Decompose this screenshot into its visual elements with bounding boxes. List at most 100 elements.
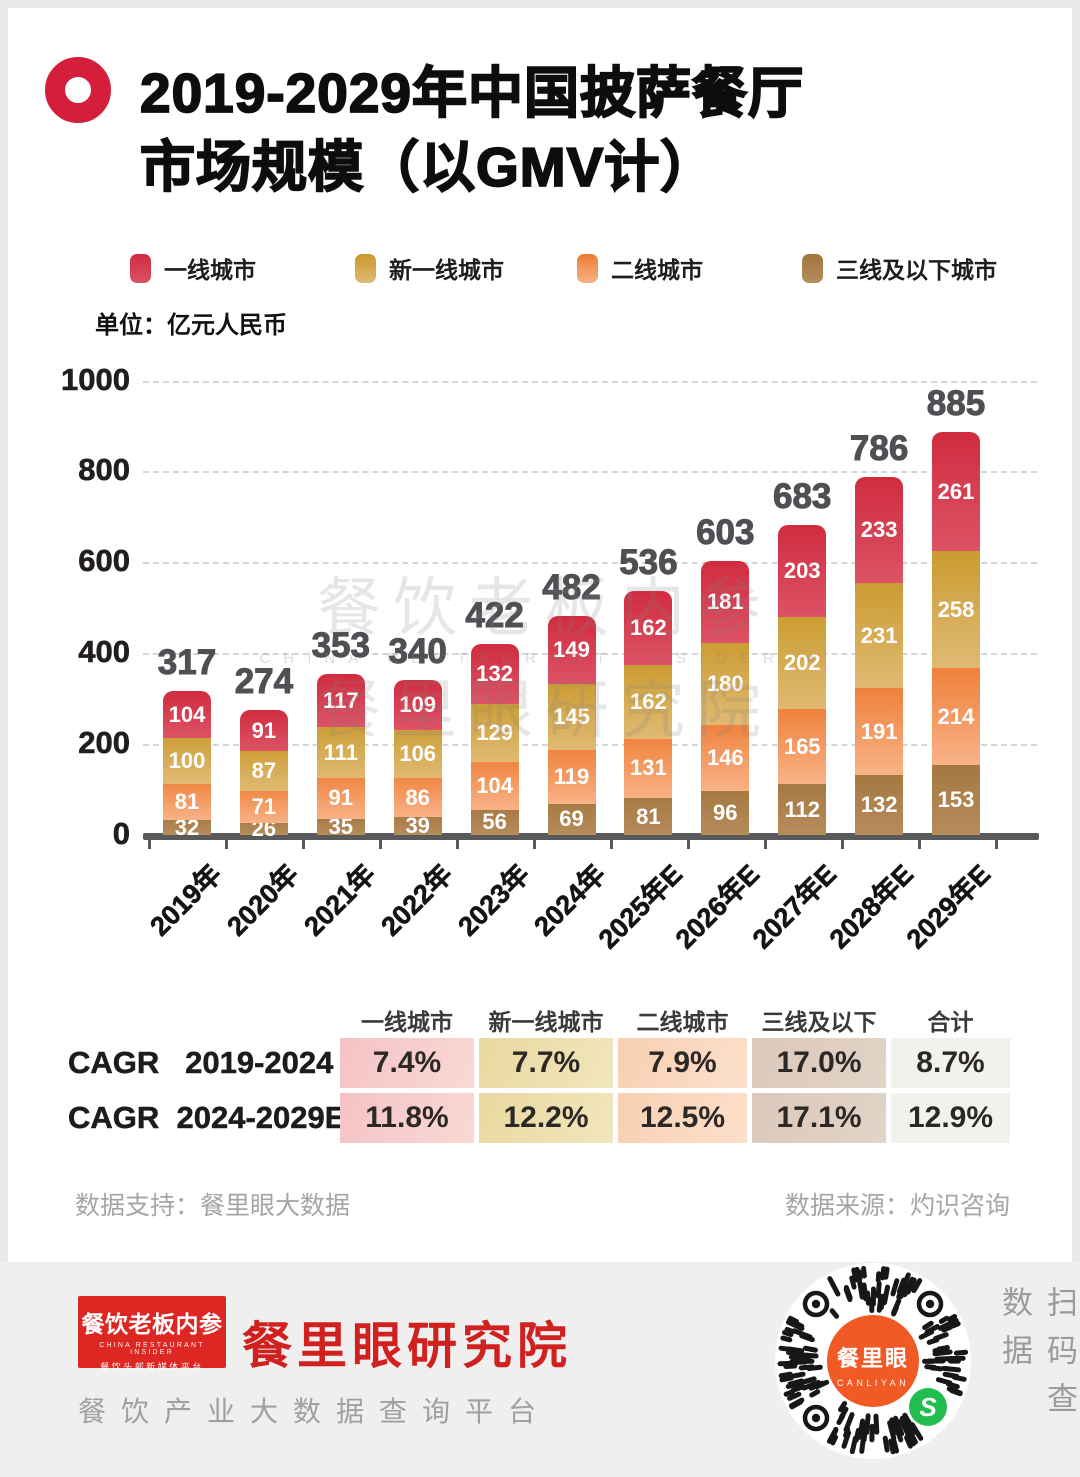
segment-value-box: 132: [471, 644, 519, 704]
x-axis-tick: [533, 840, 536, 849]
cagr-cell: 17.1%: [752, 1093, 886, 1143]
segment-value-box: 91: [317, 778, 365, 819]
bar-segment-二线城市: 214: [932, 658, 980, 766]
segment-value-box: 129: [471, 704, 519, 763]
y-axis-tick-label: 200: [78, 725, 130, 761]
x-axis-tick: [764, 840, 767, 849]
title-line-1: 2019-2029年中国披萨餐厅: [139, 61, 805, 125]
unit-label: 单位：亿元人民币: [95, 312, 287, 339]
mini-program-icon: S: [919, 1392, 937, 1422]
segment-value-box: 104: [163, 691, 211, 738]
bar-segment-一线城市: 203: [778, 525, 827, 618]
bar-segment-新一线城市: 111: [316, 717, 365, 778]
bar-total-label: 786: [849, 429, 909, 469]
segment-value-box: 202: [778, 617, 826, 709]
segment-value: 132: [476, 660, 513, 686]
bar-segment-二线城市: 119: [547, 739, 596, 804]
segment-value-box: 165: [778, 709, 826, 784]
legend-item-1: 一线城市: [130, 251, 256, 285]
legend-swatch-icon: [577, 253, 598, 283]
segment-value: 91: [328, 785, 354, 811]
segment-value-box: 91: [240, 710, 288, 751]
segment-value-box: 109: [394, 680, 442, 730]
cagr-cell: 7.4%: [340, 1038, 474, 1088]
segment-value-box: 96: [701, 791, 749, 835]
bar-segment-新一线城市: 180: [701, 633, 750, 725]
segment-value-box: 100: [163, 738, 211, 783]
segment-value: 56: [482, 809, 507, 835]
segment-value-box: 35: [317, 814, 365, 839]
bar-segment-一线城市: 149: [547, 615, 596, 684]
segment-value: 117: [323, 687, 359, 713]
legend-label: 新一线城市: [389, 257, 504, 283]
segment-value-box: 131: [624, 739, 672, 799]
segment-value: 214: [937, 703, 975, 729]
segment-value: 162: [630, 688, 667, 714]
segment-value-box: 261: [932, 432, 980, 551]
segment-value-box: 258: [932, 551, 980, 668]
scan-hint-label: 扫码查数据: [997, 1286, 1077, 1430]
legend-label: 三线及以下城市: [836, 257, 997, 283]
segment-value-box: 86: [394, 778, 442, 817]
bar-segment-新一线城市: 145: [547, 673, 596, 750]
legend-label: 一线城市: [164, 257, 256, 283]
segment-value-box: 111: [317, 727, 365, 777]
cagr-cell: 12.9%: [891, 1093, 1010, 1143]
segment-value: 109: [399, 692, 437, 718]
bar-segment-一线城市: 104: [163, 690, 211, 739]
bar-segment-新一线城市: 162: [624, 655, 673, 739]
segment-value: 149: [553, 636, 590, 662]
segment-value: 91: [251, 717, 277, 743]
bar-total-label: 885: [926, 384, 986, 424]
x-axis-tick: [995, 840, 998, 849]
legend-swatch-icon: [130, 253, 151, 283]
segment-value-box: 81: [163, 784, 211, 821]
gridline-1000: [143, 380, 1037, 383]
segment-value: 119: [553, 763, 590, 789]
cri-logo-english: CHINA RESTAURANT INSIDER: [99, 1342, 205, 1356]
bar-segment-二线城市: 146: [701, 715, 750, 792]
bar-segment-新一线城市: 202: [778, 607, 827, 710]
segment-value-box: 145: [548, 684, 596, 750]
segment-value-box: 132: [855, 775, 903, 835]
segment-value-box: 203: [778, 525, 826, 617]
data-support-note: 数据支持：餐里眼大数据: [75, 1192, 351, 1220]
bar-segment-一线城市: 91: [239, 710, 288, 752]
segment-value: 231: [860, 622, 898, 648]
data-source-note: 数据来源：灼识咨询: [784, 1192, 1010, 1220]
bar-segment-一线城市: 233: [855, 477, 904, 584]
segment-value: 104: [476, 772, 513, 798]
x-axis-tick: [918, 840, 921, 849]
bar-segment-三线及以下城市: 112: [778, 774, 827, 835]
segment-value-box: 214: [932, 668, 980, 765]
segment-value: 129: [476, 719, 513, 745]
segment-value: 86: [405, 784, 430, 810]
org-name: 餐里眼研究院: [242, 1318, 572, 1374]
segment-value: 87: [251, 758, 277, 784]
segment-value-box: 162: [624, 665, 672, 739]
segment-value: 180: [706, 671, 744, 697]
segment-value: 261: [937, 478, 975, 504]
cagr-cell: 17.0%: [752, 1038, 886, 1088]
legend-item-3: 二线城市: [577, 251, 703, 285]
x-axis-line: [143, 833, 1039, 840]
bar-total-label: 274: [234, 662, 294, 702]
y-axis-tick-label: 600: [78, 543, 130, 579]
x-axis-tick: [610, 840, 613, 849]
cagr-cell: 11.8%: [340, 1093, 474, 1143]
cagr-column-header: 二线城市: [636, 1009, 729, 1035]
footer-tagline: 餐饮产业大数据查询平台: [78, 1396, 552, 1427]
cagr-column-header: 合计: [927, 1009, 974, 1035]
bar-total-label: 317: [157, 642, 217, 682]
segment-value-box: 181: [701, 561, 749, 643]
stacked-bar-chart: 0 200 400 600 800 1000 32 81 100 104 317 2019年 26 71 8…: [61, 361, 1039, 955]
segment-value-box: 69: [548, 804, 596, 835]
gridline-600: [143, 562, 1037, 565]
bar-segment-二线城市: 191: [855, 678, 904, 775]
segment-value-box: 191: [855, 688, 903, 775]
segment-value: 233: [860, 517, 898, 543]
bar-segment-新一线城市: 231: [855, 573, 904, 689]
y-axis-tick-label: 0: [112, 816, 130, 852]
legend-swatch-icon: [355, 253, 376, 283]
